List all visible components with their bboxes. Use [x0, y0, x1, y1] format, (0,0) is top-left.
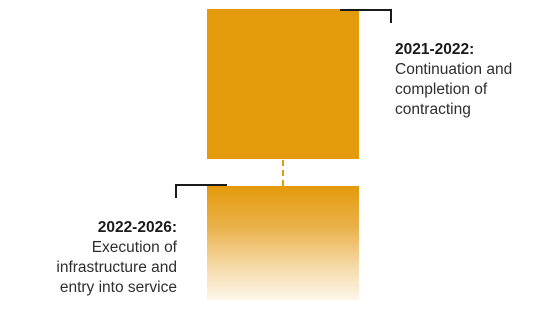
phase-2-bracket-vertical — [175, 184, 177, 198]
phase-1-years: 2021-2022: — [395, 41, 475, 58]
phase-2-years: 2022-2026: — [97, 219, 177, 236]
phase-2-block — [207, 186, 359, 300]
phase-1-description: Continuation and completion of contracti… — [395, 61, 513, 118]
phase-1-bracket-vertical — [390, 9, 392, 23]
phase-2-label: 2022-2026: Execution of infrastructure a… — [56, 218, 177, 298]
phase-1-block — [207, 9, 359, 159]
phase-2-bracket-horizontal — [175, 184, 227, 186]
phase-1-label: 2021-2022: Continuation and completion o… — [395, 40, 512, 120]
phase-1-bracket-horizontal — [340, 9, 392, 11]
phase-2-description: Execution of infrastructure and entry in… — [56, 239, 177, 296]
dashed-connector — [282, 160, 284, 186]
